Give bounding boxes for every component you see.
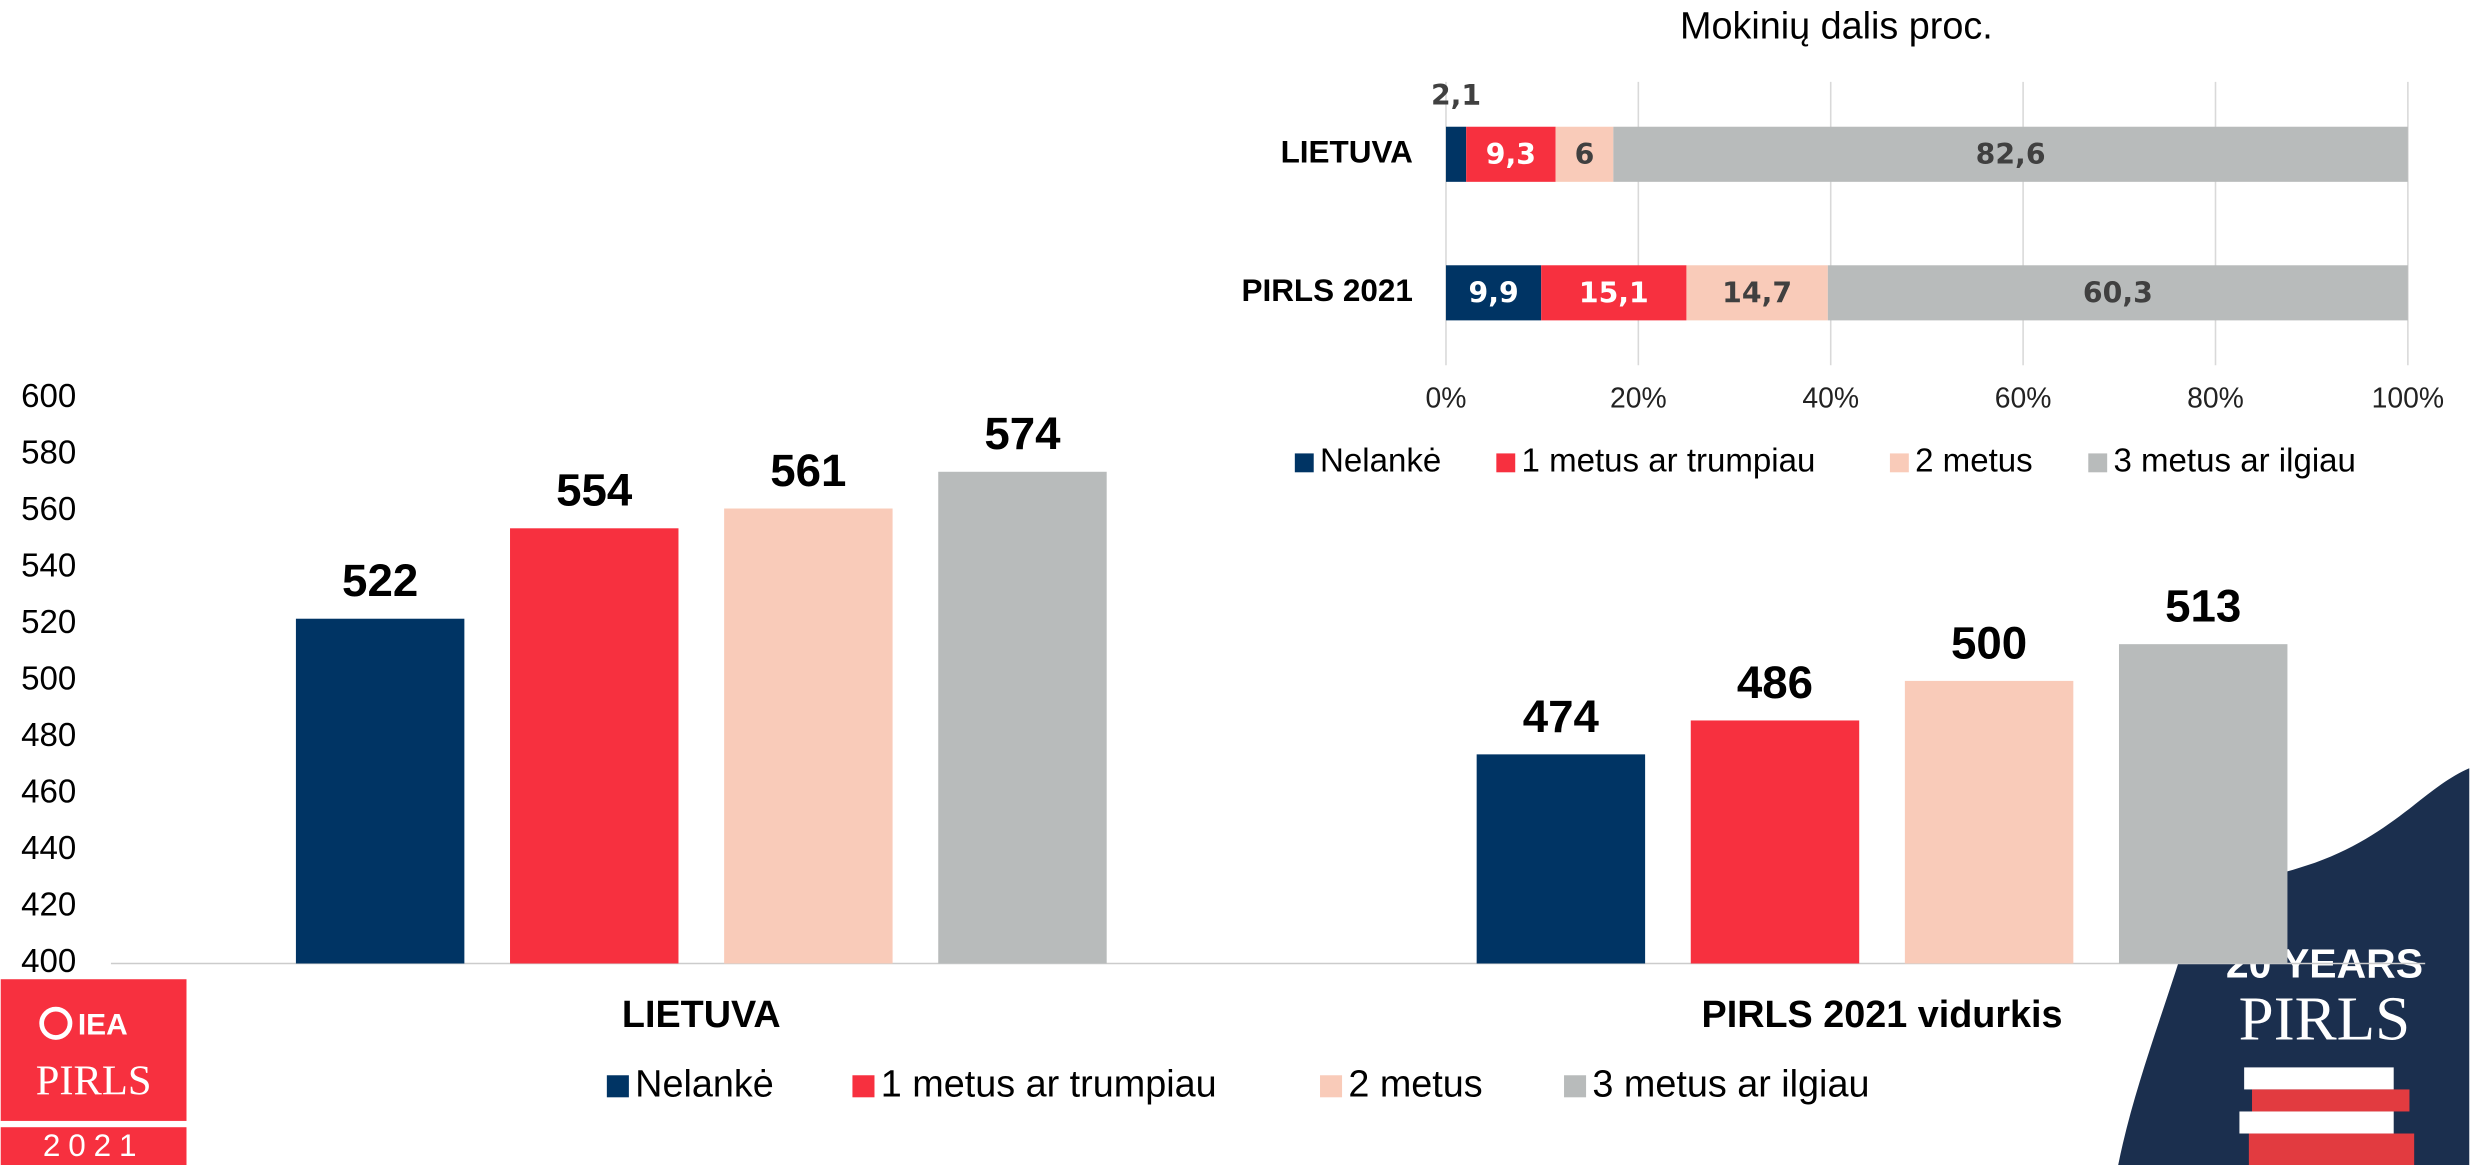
y-tick-label: 500 (21, 661, 76, 698)
y-tick-label: 400 (21, 943, 76, 980)
y-tick-label: 420 (21, 887, 76, 924)
x-tick-label: 20% (1610, 382, 1667, 414)
chart-title: Mokinių dalis proc. (1680, 5, 1993, 47)
logo-background (2118, 768, 2470, 1165)
legend-label: 1 metus ar trumpiau (881, 1063, 1217, 1105)
x-tick-label: 60% (1995, 382, 2052, 414)
bar-segment (1445, 265, 1542, 321)
logo-background (0, 979, 187, 1121)
value-label: 574 (984, 408, 1061, 459)
brand-iea: IEA (78, 1008, 128, 1041)
value-label: 9,3 (1486, 138, 1536, 171)
y-tick-label: 580 (21, 435, 76, 472)
y-tick-label: 520 (21, 604, 76, 641)
value-label: 474 (1523, 691, 1600, 742)
brand-pirls: PIRLS (2239, 983, 2410, 1053)
legend-swatch (1320, 1075, 1343, 1098)
y-tick-label: 560 (21, 491, 76, 528)
bar-segment (1466, 126, 1556, 182)
x-tick-label: 100% (2372, 382, 2444, 414)
bar-segment (1541, 265, 1687, 321)
y-tick-label: 460 (21, 774, 76, 811)
bar (1904, 680, 2074, 964)
legend-label: Nelankė (1320, 443, 1441, 480)
legend-swatch (1564, 1075, 1587, 1098)
x-tick-label: 80% (2187, 382, 2244, 414)
x-tick-label: 0% (1425, 382, 1466, 414)
y-tick-label: PIRLS 2021 (1241, 273, 1412, 308)
legend-swatch (606, 1075, 629, 1098)
bar-segment (1555, 126, 1614, 182)
bar-segment (1686, 265, 1828, 321)
x-tick-label: LIETUVA (622, 994, 781, 1036)
legend-swatch (2088, 453, 2108, 473)
legend-label: 1 metus ar trumpiau (1522, 443, 1816, 480)
logo-background (0, 1127, 187, 1165)
y-tick-label: 540 (21, 548, 76, 585)
legend-swatch (1496, 453, 1516, 473)
legend-label: 2 metus (1348, 1063, 1482, 1105)
value-label: 15,1 (1579, 276, 1649, 309)
books-icon (2239, 1067, 2415, 1165)
y-tick-label: 480 (21, 717, 76, 754)
bar-segment (1445, 126, 1467, 182)
y-tick-label: 600 (21, 378, 76, 415)
brand-pirls: PIRLS (36, 1057, 152, 1104)
bar (1690, 720, 1860, 964)
legend-label: 3 metus ar ilgiau (2113, 443, 2355, 480)
bar (724, 508, 893, 964)
value-label: 6 (1575, 138, 1595, 171)
value-label: 2,1 (1431, 79, 1481, 112)
legend-swatch (852, 1075, 875, 1098)
value-label: 554 (556, 465, 633, 516)
x-tick-label: PIRLS 2021 vidurkis (1702, 994, 2063, 1036)
bar (510, 528, 679, 964)
legend-label: 2 metus (1915, 443, 2033, 480)
value-label: 500 (1951, 617, 2027, 668)
bar (295, 618, 465, 964)
bar (2118, 644, 2288, 964)
value-label: 486 (1737, 657, 1813, 708)
value-label: 82,6 (1976, 138, 2046, 171)
bar-segment (1827, 265, 2408, 321)
value-label: 14,7 (1722, 276, 1792, 309)
x-tick-label: 40% (1802, 382, 1859, 414)
bar (1476, 754, 1646, 964)
legend-swatch (1294, 453, 1314, 473)
value-label: 561 (770, 445, 846, 496)
bar-segment (1613, 126, 2408, 182)
brand-year: 2021 (43, 1128, 145, 1163)
value-label: 9,9 (1468, 276, 1518, 309)
y-tick-label: LIETUVA (1281, 135, 1413, 170)
legend-label: Nelankė (635, 1063, 774, 1105)
globe-icon (39, 1006, 73, 1040)
y-tick-label: 440 (21, 830, 76, 867)
value-label: 513 (2165, 581, 2241, 632)
legend-swatch (1889, 453, 1909, 473)
value-label: 522 (342, 555, 418, 606)
bar (938, 471, 1107, 964)
value-label: 60,3 (2083, 276, 2153, 309)
legend-label: 3 metus ar ilgiau (1592, 1063, 1869, 1105)
